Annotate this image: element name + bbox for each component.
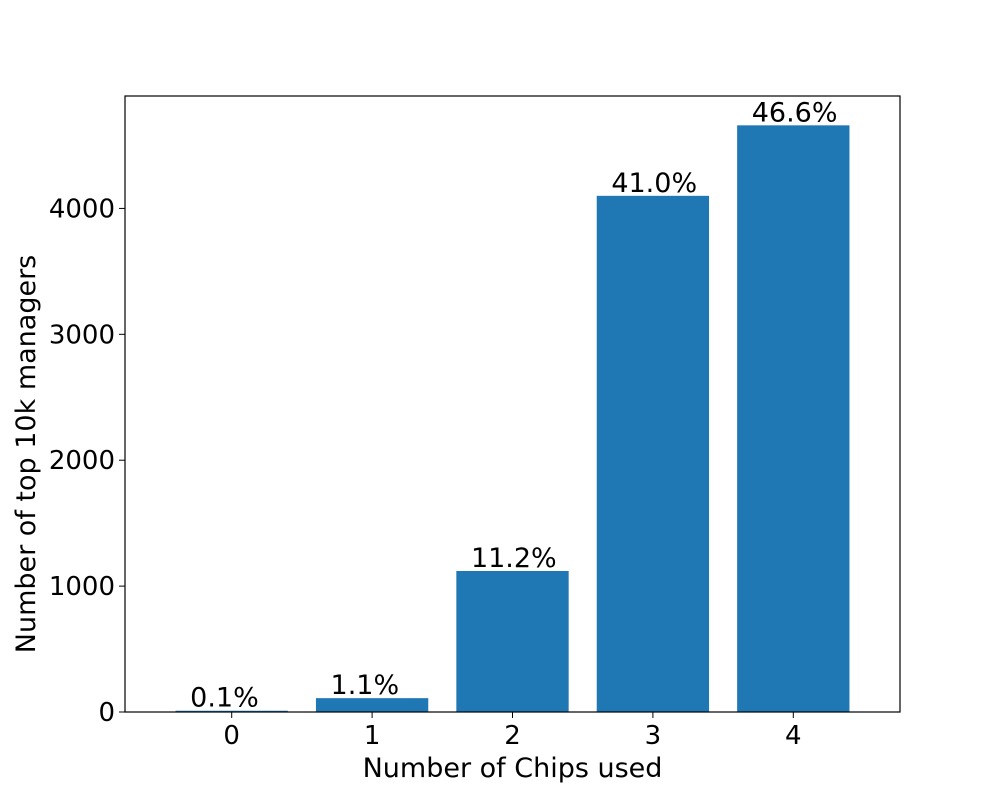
data-label-0: 0.1% [190, 683, 259, 714]
y-tick-label-1000: 1000 [49, 572, 115, 602]
data-label-3: 41.0% [611, 168, 697, 199]
data-label-1: 1.1% [331, 670, 400, 701]
data-label-4: 46.6% [752, 97, 838, 128]
data-labels-group: 0.1% 1.1% 11.2% 41.0% 46.6% [190, 97, 837, 713]
x-tick-label-2: 2 [504, 721, 521, 751]
y-axis-label: Number of top 10k managers [11, 255, 42, 653]
bar-4 [737, 125, 850, 713]
x-axis-ticks: 0 1 2 3 4 [223, 712, 802, 751]
bar-0 [175, 710, 288, 712]
x-axis-label: Number of Chips used [363, 753, 663, 784]
y-tick-label-2000: 2000 [49, 446, 115, 476]
y-tick-label-4000: 4000 [49, 194, 115, 224]
x-tick-label-1: 1 [364, 721, 381, 751]
bars-group [175, 125, 850, 713]
y-tick-label-0: 0 [98, 698, 115, 728]
data-label-2: 11.2% [471, 543, 557, 574]
x-tick-label-0: 0 [223, 721, 240, 751]
x-tick-label-3: 3 [645, 721, 662, 751]
bar-1 [315, 698, 429, 712]
y-tick-label-3000: 3000 [49, 320, 115, 350]
bar-2 [456, 570, 569, 712]
y-axis-ticks: 0 1000 2000 3000 4000 [49, 194, 125, 728]
bar-3 [596, 195, 710, 712]
x-tick-label-4: 4 [785, 721, 802, 751]
